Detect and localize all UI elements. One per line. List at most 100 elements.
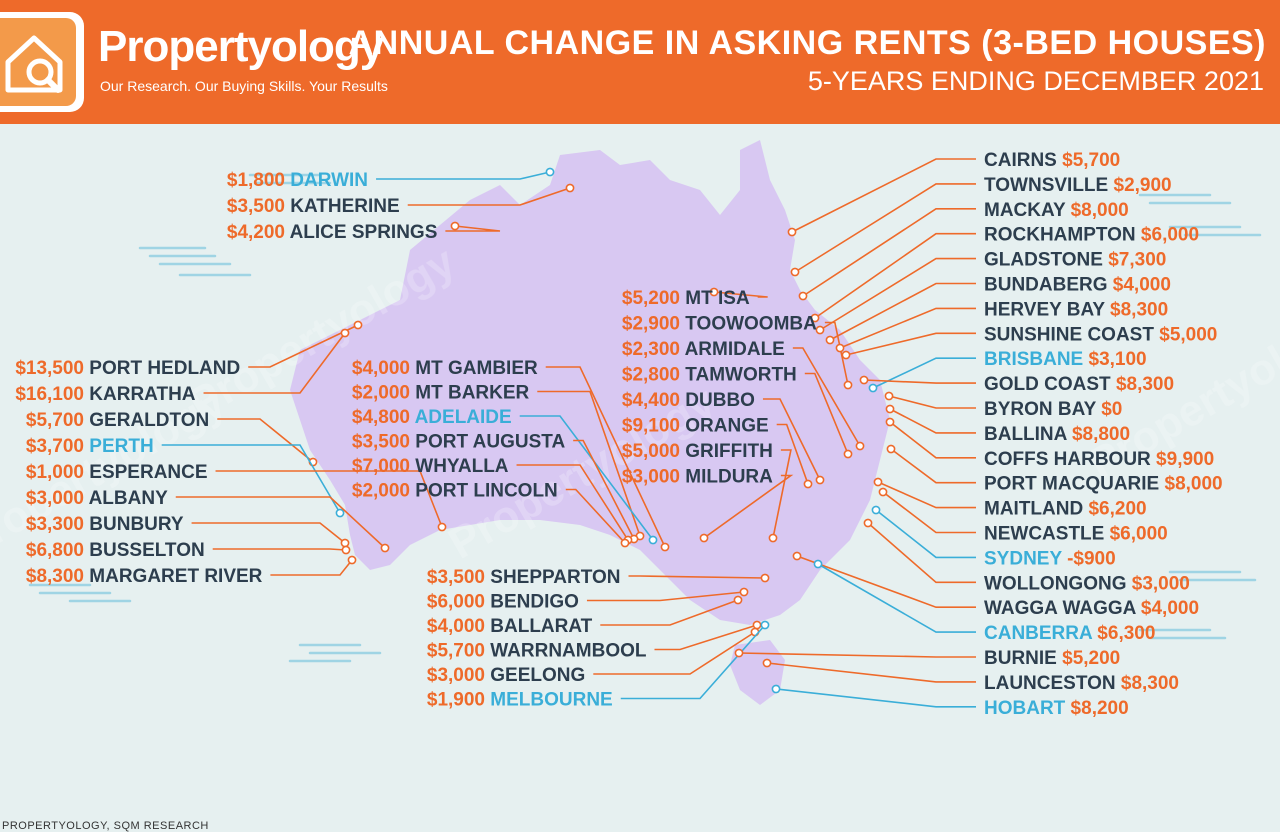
dot-dubbo [816, 476, 823, 483]
rent-change-value: $7,000 [352, 456, 410, 477]
city-name: WHYALLA [410, 456, 509, 477]
dot-wollongong [864, 519, 871, 526]
city-name: MILDURA [680, 467, 773, 488]
label-bunbury: $3,300 BUNBURY [26, 514, 184, 535]
label-byron-bay: BYRON BAY $0 [984, 399, 1122, 420]
leader-hervey-bay [840, 308, 976, 348]
leader-geraldton [217, 419, 313, 462]
label-coffs-harbour: COFFS HARBOUR $9,900 [984, 449, 1214, 470]
dot-melbourne [761, 621, 768, 628]
city-name: TAMWORTH [680, 365, 797, 386]
label-bundaberg: BUNDABERG $4,000 [984, 275, 1171, 296]
rent-change-value: -$900 [1062, 548, 1116, 569]
leader-cairns [792, 159, 976, 232]
label-armidale: $2,300 ARMIDALE [622, 339, 785, 360]
dot-byron-bay [885, 392, 892, 399]
city-name: BRISBANE [984, 349, 1083, 370]
city-name: ALICE SPRINGS [285, 222, 437, 243]
dot-bunbury [341, 539, 348, 546]
house-magnifier-icon [0, 18, 76, 106]
rent-change-value: $8,300 [26, 566, 84, 587]
city-name: CANBERRA [984, 623, 1093, 644]
label-wagga-wagga: WAGGA WAGGA $4,000 [984, 598, 1199, 619]
rent-change-value: $3,000 [427, 665, 485, 686]
rent-change-value: $5,000 [1154, 324, 1217, 345]
dot-perth [336, 509, 343, 516]
rent-change-value: $2,900 [1108, 175, 1171, 196]
rent-change-value: $8,300 [1111, 374, 1174, 395]
rent-change-value: $8,200 [1065, 698, 1128, 719]
city-name: COFFS HARBOUR [984, 449, 1151, 470]
label-newcastle: NEWCASTLE $6,000 [984, 524, 1168, 545]
label-warrnambool: $5,700 WARRNAMBOOL [427, 641, 647, 662]
dot-bundaberg [826, 336, 833, 343]
logo [0, 12, 84, 112]
dot-port-hedland [354, 321, 361, 328]
dot-karratha [341, 329, 348, 336]
leader-margaret-river [270, 560, 352, 575]
rent-change-value: $3,000 [1126, 573, 1189, 594]
city-name: PORT AUGUSTA [410, 432, 565, 453]
city-name: MACKAY [984, 200, 1066, 221]
city-name: BUNDABERG [984, 275, 1108, 296]
header-banner: Propertyology Our Research. Our Buying S… [0, 0, 1280, 124]
dot-katherine [566, 184, 573, 191]
city-name: GOLD COAST [984, 374, 1111, 395]
dot-gladstone [816, 326, 823, 333]
rent-change-value: $6,200 [1083, 499, 1146, 520]
dot-albany [381, 544, 388, 551]
rent-change-value: $6,000 [1104, 524, 1167, 545]
dot-mackay [799, 292, 806, 299]
label-ballarat: $4,000 BALLARAT [427, 616, 593, 637]
leader-sydney [876, 510, 976, 557]
dot-bendigo [740, 588, 747, 595]
label-mackay: MACKAY $8,000 [984, 200, 1129, 221]
city-name: KATHERINE [285, 196, 400, 217]
rent-change-value: $5,700 [1057, 150, 1120, 171]
label-port-lincoln: $2,000 PORT LINCOLN [352, 481, 558, 502]
leader-port-macquarie [891, 449, 976, 483]
dot-alice-springs [451, 222, 458, 229]
rent-change-value: $2,000 [352, 481, 410, 502]
leader-ballina [890, 409, 976, 433]
city-name: BALLINA [984, 424, 1068, 445]
source-note: PROPERTYOLOGY, SQM RESEARCH [2, 820, 209, 832]
city-name: BURNIE [984, 648, 1057, 669]
rent-change-value: $16,100 [15, 384, 84, 405]
leader-hobart [776, 689, 976, 707]
label-melbourne: $1,900 MELBOURNE [427, 690, 613, 711]
city-name: SUNSHINE COAST [984, 324, 1154, 345]
city-name: DARWIN [285, 170, 368, 191]
rent-map-chart: Propertyology Propertyology Propertyolog… [0, 124, 1280, 720]
label-hervey-bay: HERVEY BAY $8,300 [984, 299, 1168, 320]
dot-coffs-harbour [886, 418, 893, 425]
city-name: PERTH [84, 436, 154, 457]
city-name: MT ISA [680, 288, 750, 309]
leader-gold-coast [864, 380, 976, 383]
dot-launceston [763, 659, 770, 666]
dot-margaret-river [348, 556, 355, 563]
rent-change-value: $4,000 [1108, 275, 1171, 296]
dot-busselton [342, 546, 349, 553]
label-bendigo: $6,000 BENDIGO [427, 592, 579, 613]
city-name: WOLLONGONG [984, 573, 1126, 594]
label-mt-barker: $2,000 MT BARKER [352, 383, 530, 404]
map-panel: Propertyology Propertyology Propertyolog… [0, 124, 1280, 720]
city-name: GEELONG [485, 665, 585, 686]
label-sunshine-coast: SUNSHINE COAST $5,000 [984, 324, 1217, 345]
dot-mt-gambier [661, 543, 668, 550]
label-mt-isa: $5,200 MT ISA [622, 288, 750, 309]
dot-sunshine-coast [842, 351, 849, 358]
rent-change-value: $1,000 [26, 462, 84, 483]
rent-change-value: $2,000 [352, 383, 410, 404]
label-port-macquarie: PORT MACQUARIE $8,000 [984, 474, 1223, 495]
rent-change-value: $8,000 [1159, 474, 1222, 495]
rent-change-value: $0 [1096, 399, 1122, 420]
city-name: SYDNEY [984, 548, 1062, 569]
dot-townsville [791, 268, 798, 275]
leader-byron-bay [889, 396, 976, 408]
chart-title: ANNUAL CHANGE IN ASKING RENTS (3-BED HOU… [349, 24, 1266, 63]
city-name: BYRON BAY [984, 399, 1097, 420]
city-name: MT GAMBIER [410, 358, 538, 379]
city-name: HOBART [984, 698, 1066, 719]
